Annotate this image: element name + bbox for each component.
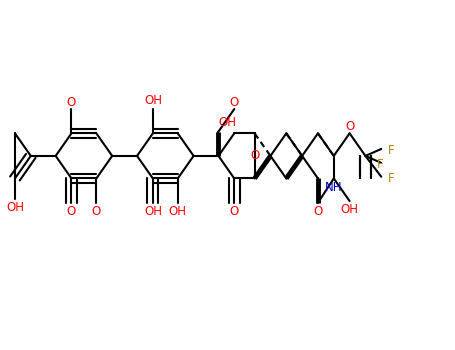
Text: F: F	[388, 172, 394, 185]
Text: OH: OH	[144, 94, 162, 107]
Text: OH: OH	[341, 203, 359, 216]
Text: OH: OH	[169, 205, 187, 218]
Text: O: O	[250, 149, 259, 162]
Text: O: O	[92, 205, 101, 218]
Text: O: O	[313, 205, 323, 218]
Text: OH: OH	[218, 117, 237, 130]
Text: O: O	[230, 96, 239, 108]
Text: OH: OH	[144, 205, 162, 218]
Text: F: F	[388, 144, 394, 157]
Text: NH: NH	[325, 181, 343, 194]
Text: OH: OH	[6, 202, 24, 215]
Text: O: O	[67, 205, 76, 218]
Text: O: O	[230, 205, 239, 218]
Text: F: F	[377, 158, 384, 171]
Text: O: O	[67, 96, 76, 108]
Text: O: O	[345, 120, 354, 133]
